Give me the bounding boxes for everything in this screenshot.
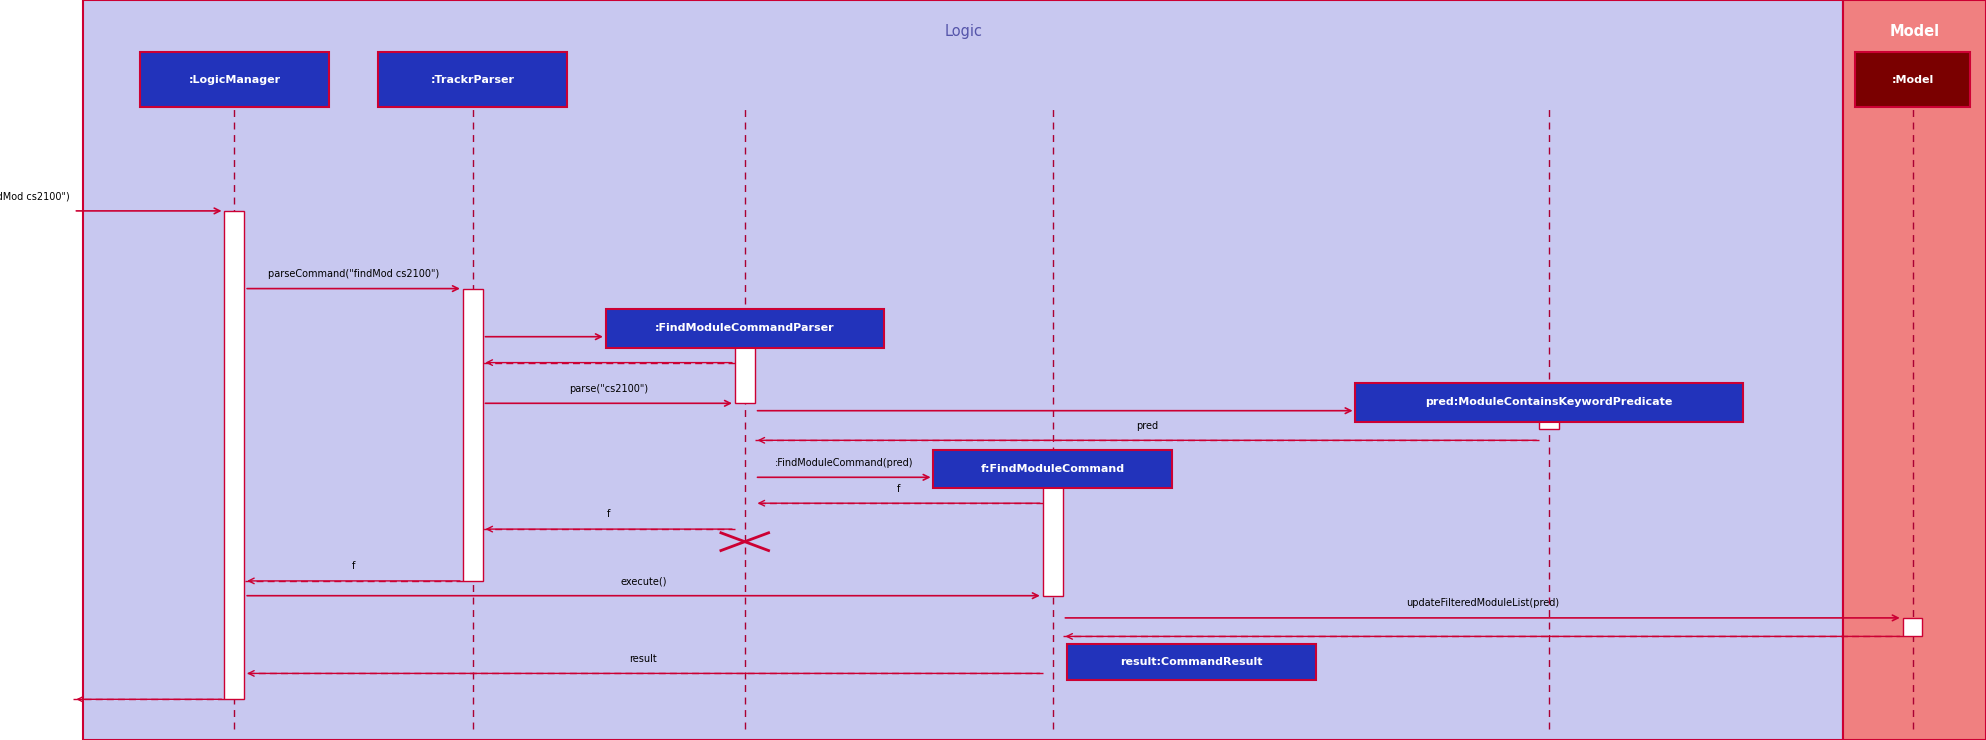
Bar [606, 309, 884, 348]
Bar [377, 52, 568, 107]
Text: :Model: :Model [1891, 75, 1934, 84]
Bar [1903, 618, 1922, 636]
Bar [83, 0, 1843, 740]
Text: :TrackrParser: :TrackrParser [431, 75, 514, 84]
Text: Logic: Logic [943, 24, 983, 38]
Text: execute("findMod cs2100"): execute("findMod cs2100") [0, 191, 70, 201]
Text: result:CommandResult: result:CommandResult [1120, 657, 1263, 667]
Text: :FindModuleCommand(pred): :FindModuleCommand(pred) [775, 457, 914, 468]
Text: :LogicManager: :LogicManager [189, 75, 280, 84]
Bar [1354, 383, 1744, 422]
Bar [1539, 411, 1559, 429]
Text: pred: pred [1136, 420, 1158, 431]
Bar [139, 52, 330, 107]
Bar [933, 450, 1172, 488]
Text: f: f [352, 561, 355, 571]
Text: parseCommand("findMod cs2100"): parseCommand("findMod cs2100") [268, 269, 439, 279]
Bar [224, 211, 244, 699]
Text: pred:ModuleContainsKeywordPredicate: pred:ModuleContainsKeywordPredicate [1426, 397, 1672, 408]
Text: updateFilteredModuleList(pred): updateFilteredModuleList(pred) [1406, 598, 1559, 608]
Bar [1043, 477, 1063, 596]
Bar [735, 337, 755, 403]
Text: Model: Model [1889, 24, 1940, 38]
Bar [1068, 644, 1317, 680]
Text: :FindModuleCommandParser: :FindModuleCommandParser [655, 323, 834, 334]
Text: f:FindModuleCommand: f:FindModuleCommand [981, 464, 1124, 474]
Bar [1843, 0, 1986, 740]
Bar [463, 289, 483, 581]
Text: parse("cs2100"): parse("cs2100") [570, 383, 647, 394]
Text: f: f [608, 509, 610, 519]
Text: f: f [898, 483, 900, 494]
Bar [1855, 52, 1970, 107]
Text: result: result [630, 653, 657, 664]
Text: execute(): execute() [620, 576, 667, 586]
